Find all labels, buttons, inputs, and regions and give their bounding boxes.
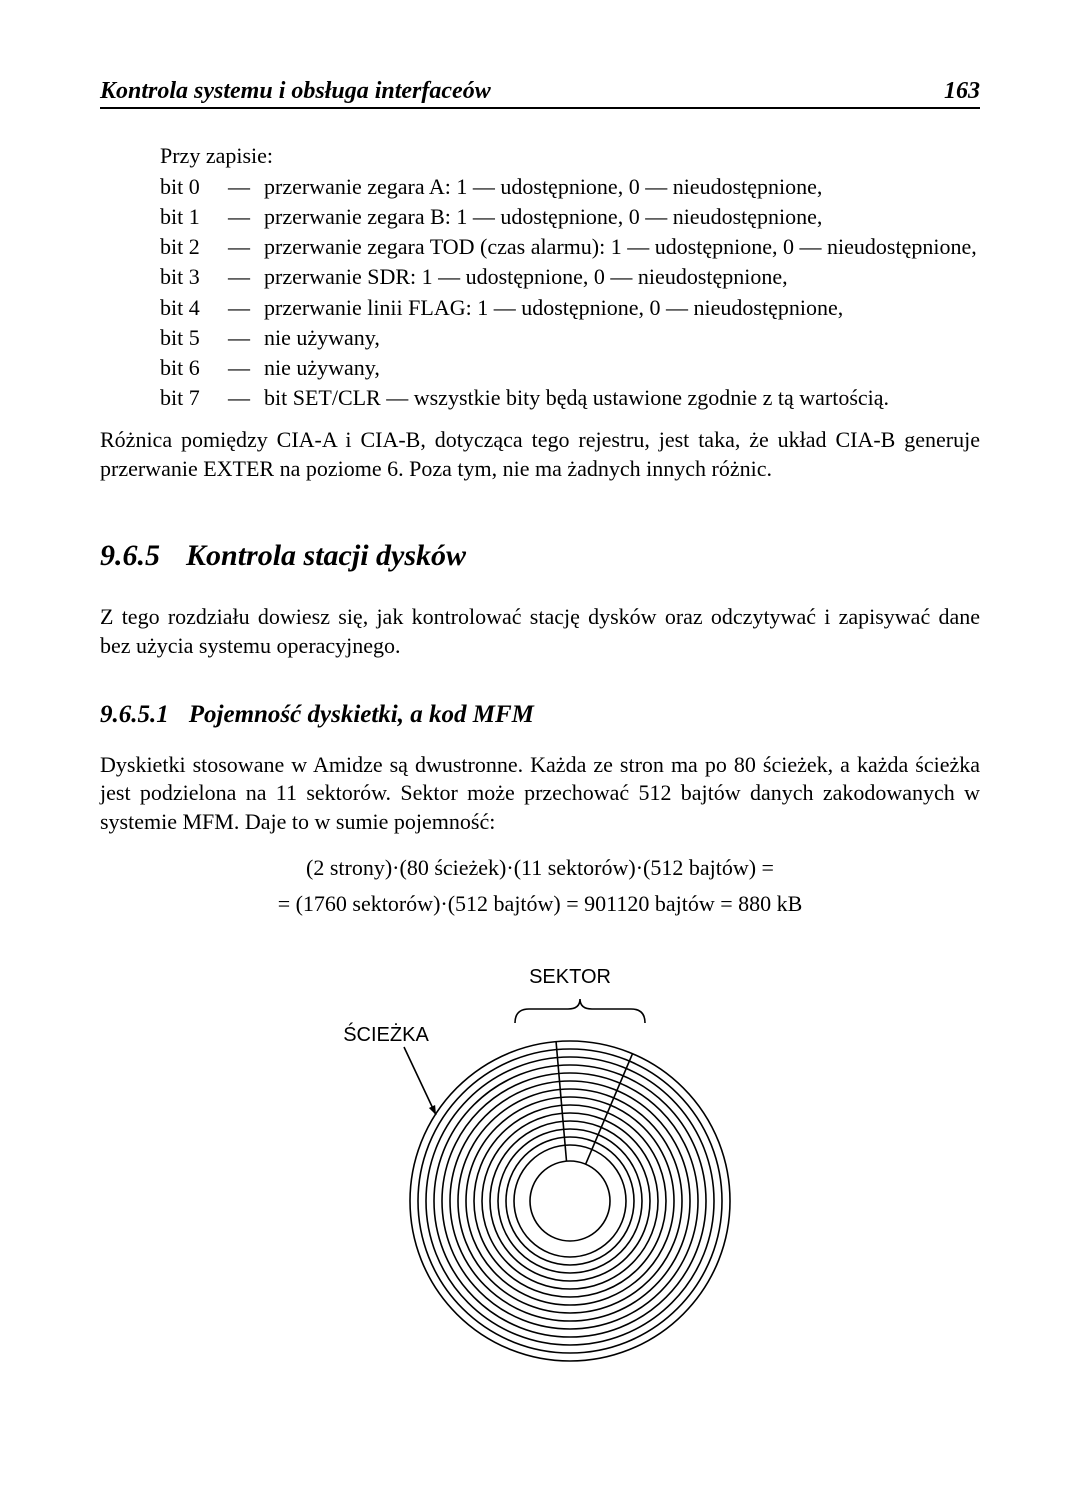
bit-row: bit 2—przerwanie zegara TOD (czas alarmu…	[160, 233, 980, 261]
running-header: Kontrola systemu i obsługa interfaceów 1…	[100, 78, 980, 109]
bit-label: bit 7	[160, 384, 228, 412]
running-title: Kontrola systemu i obsługa interfaceów	[100, 78, 491, 105]
bit-dash: —	[228, 324, 264, 352]
bit-list: bit 0—przerwanie zegara A: 1 — udostępni…	[160, 173, 980, 412]
bit-description: przerwanie zegara A: 1 — udostępnione, 0…	[264, 173, 980, 201]
bits-intro: Przy zapisie:	[160, 143, 980, 169]
bit-label: bit 3	[160, 263, 228, 291]
subsection-heading-9-6-5-1: 9.6.5.1 Pojemność dyskietki, a kod MFM	[100, 701, 980, 729]
bit-description: przerwanie zegara B: 1 — udostępnione, 0…	[264, 203, 980, 231]
bit-description: nie używany,	[264, 354, 980, 382]
bit-dash: —	[228, 263, 264, 291]
section-title: Kontrola stacji dysków	[186, 539, 466, 573]
para-after-bits: Różnica pomiędzy CIA-A i CIA-B, dotycząc…	[100, 426, 980, 483]
subsection-title: Pojemność dyskietki, a kod MFM	[189, 701, 534, 729]
bit-label: bit 6	[160, 354, 228, 382]
bit-row: bit 7—bit SET/CLR — wszystkie bity będą …	[160, 384, 980, 412]
svg-text:SEKTOR: SEKTOR	[529, 966, 611, 988]
subsection-number: 9.6.5.1	[100, 701, 169, 729]
bit-row: bit 1—przerwanie zegara B: 1 — udostępni…	[160, 203, 980, 231]
svg-text:ŚCIEŻKA: ŚCIEŻKA	[343, 1022, 429, 1046]
bit-label: bit 4	[160, 294, 228, 322]
section-heading-9-6-5: 9.6.5 Kontrola stacji dysków	[100, 539, 980, 573]
equation-line-2: = (1760 sektorów)·(512 bajtów) = 901120 …	[100, 886, 980, 921]
bit-description: bit SET/CLR — wszystkie bity będą ustawi…	[264, 384, 980, 412]
equation-block: (2 strony)·(80 ścieżek)·(11 sektorów)·(5…	[100, 850, 980, 920]
bit-description: nie używany,	[264, 324, 980, 352]
bit-description: przerwanie SDR: 1 — udostępnione, 0 — ni…	[264, 263, 980, 291]
bit-label: bit 1	[160, 203, 228, 231]
bit-dash: —	[228, 294, 264, 322]
bit-description: przerwanie zegara TOD (czas alarmu): 1 —…	[264, 233, 980, 261]
bit-dash: —	[228, 173, 264, 201]
bit-row: bit 0—przerwanie zegara A: 1 — udostępni…	[160, 173, 980, 201]
bit-row: bit 4—przerwanie linii FLAG: 1 — udostęp…	[160, 294, 980, 322]
page-number: 163	[944, 78, 980, 105]
bit-label: bit 0	[160, 173, 228, 201]
bit-description: przerwanie linii FLAG: 1 — udostępnione,…	[264, 294, 980, 322]
bit-row: bit 5—nie używany,	[160, 324, 980, 352]
disk-diagram-svg: SEKTOR ŚCIEŻKA	[260, 951, 820, 1371]
bit-row: bit 3—przerwanie SDR: 1 — udostępnione, …	[160, 263, 980, 291]
bit-dash: —	[228, 233, 264, 261]
bit-dash: —	[228, 354, 264, 382]
bit-dash: —	[228, 203, 264, 231]
bit-label: bit 2	[160, 233, 228, 261]
bit-label: bit 5	[160, 324, 228, 352]
para-9-6-5: Z tego rozdziału dowiesz się, jak kontro…	[100, 603, 980, 660]
equation-line-1: (2 strony)·(80 ścieżek)·(11 sektorów)·(5…	[100, 850, 980, 885]
para-9-6-5-1: Dyskietki stosowane w Amidze są dwustron…	[100, 751, 980, 837]
bit-row: bit 6—nie używany,	[160, 354, 980, 382]
bit-dash: —	[228, 384, 264, 412]
disk-diagram: SEKTOR ŚCIEŻKA	[100, 951, 980, 1376]
section-number: 9.6.5	[100, 539, 160, 573]
